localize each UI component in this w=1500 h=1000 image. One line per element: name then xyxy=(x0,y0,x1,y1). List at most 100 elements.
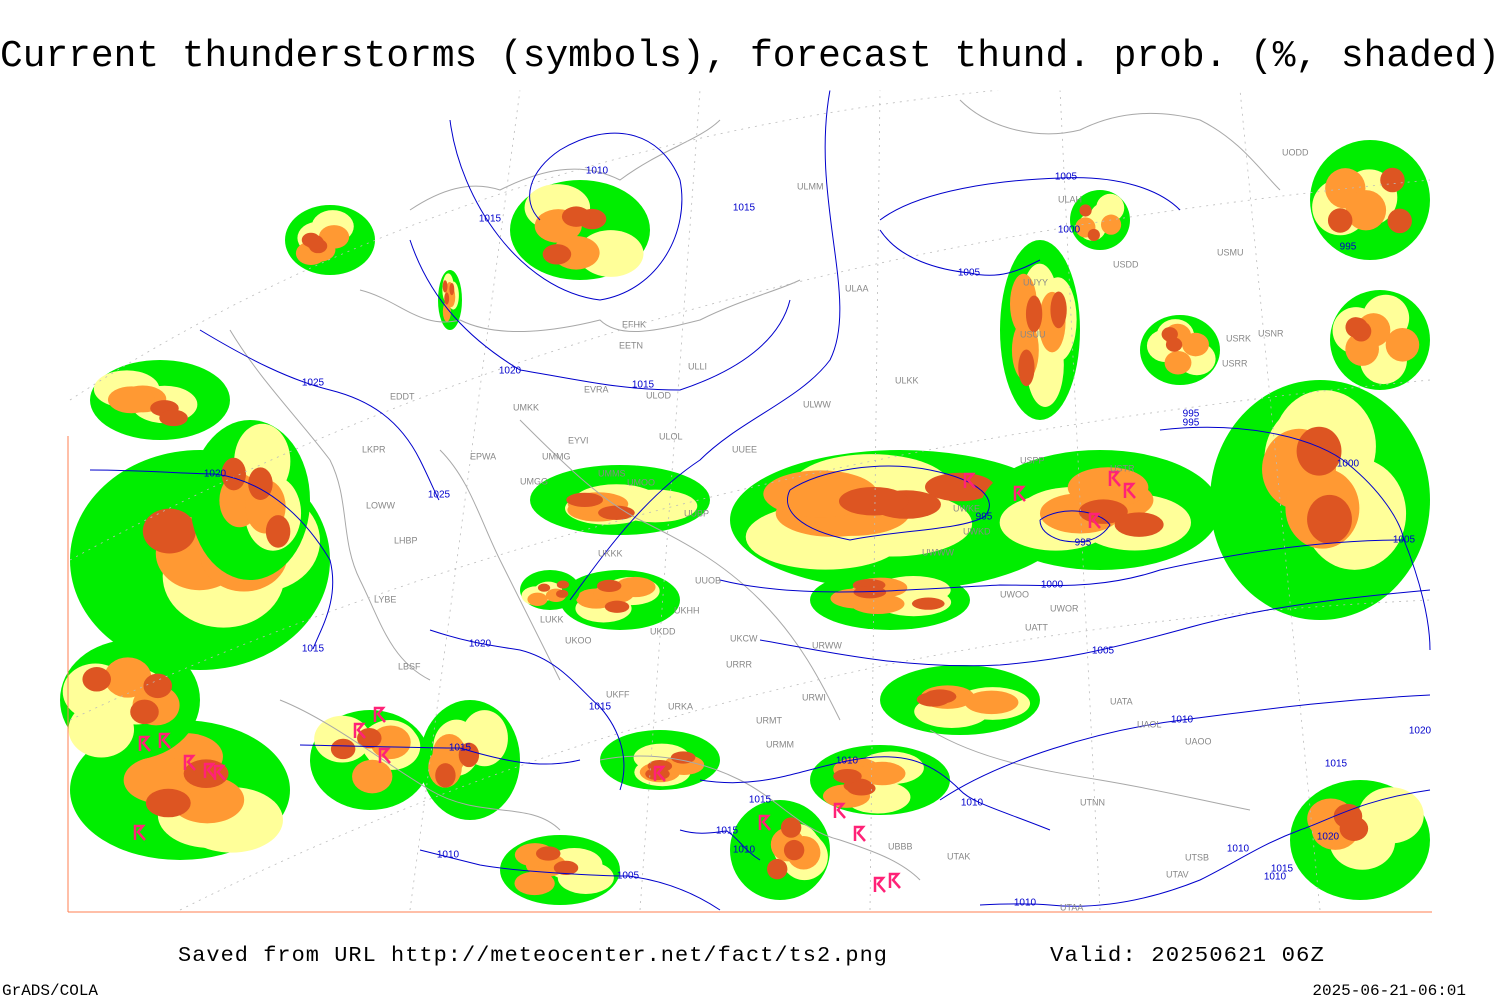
shading-blob xyxy=(1345,332,1379,366)
isobar-label: 1010 xyxy=(1171,715,1194,726)
station-label: UKOO xyxy=(565,635,592,645)
shading-blob xyxy=(561,206,591,227)
station-label: UMOO xyxy=(627,477,655,487)
shading-blob xyxy=(1182,332,1209,357)
isobar-label: 1020 xyxy=(1317,832,1340,843)
thunderstorm-symbol xyxy=(853,825,866,842)
station-label: URRR xyxy=(726,659,752,669)
shading-blob xyxy=(566,492,604,508)
station-label: EDDT xyxy=(390,391,415,401)
station-label: ULAH xyxy=(1058,194,1082,204)
shading-blob xyxy=(527,592,548,607)
shading-blob xyxy=(305,234,324,250)
isobar-label: 1020 xyxy=(469,639,492,650)
station-label: URMT xyxy=(756,715,782,725)
shading-blob xyxy=(1347,317,1369,339)
shading-blob xyxy=(536,846,561,861)
shading-blob xyxy=(104,657,152,698)
isobar-label: 1010 xyxy=(733,845,756,856)
shading-blob xyxy=(542,244,572,265)
station-label: UAOO xyxy=(1185,736,1212,746)
station-label: EETN xyxy=(619,340,643,350)
shading-blob xyxy=(130,699,159,725)
shading-blob xyxy=(670,751,696,764)
shading-blob xyxy=(1100,214,1122,235)
station-label: UTNN xyxy=(1080,797,1105,807)
isobar-label: 995 xyxy=(1183,418,1200,429)
thunderstorm-symbol xyxy=(653,765,666,782)
station-label: ULLI xyxy=(688,361,707,371)
thunderstorm-symbol xyxy=(378,747,391,764)
shading-blob xyxy=(432,734,467,775)
isobar-label: 1020 xyxy=(1409,726,1432,737)
station-label: UTAK xyxy=(947,851,970,861)
station-label: UMGG xyxy=(520,476,548,486)
station-label: EYVI xyxy=(568,435,589,445)
station-label: UKFF xyxy=(606,689,630,699)
thunderstorm-symbol xyxy=(1088,512,1101,529)
station-label: LKPR xyxy=(362,444,386,454)
station-label: UTSB xyxy=(1185,852,1209,862)
shading-blob xyxy=(248,467,273,500)
station-label: LOWW xyxy=(366,500,396,510)
station-label: URWW xyxy=(812,640,842,650)
isobar-label: 1005 xyxy=(617,871,640,882)
shading-blob xyxy=(1307,494,1352,544)
station-label: UTAA xyxy=(1060,902,1083,912)
graticule xyxy=(69,89,1431,911)
station-label: USDD xyxy=(1113,259,1139,269)
station-label: ULKK xyxy=(895,375,919,385)
isobar-label: 1015 xyxy=(1271,864,1294,875)
credit: GrADS/COLA xyxy=(2,982,98,1000)
thunderstorm-symbol xyxy=(833,802,846,819)
station-label: LUKK xyxy=(540,614,564,624)
thunderstorm-symbol xyxy=(373,706,386,723)
isobar-labels: 1010101510151005100010059951025102010159… xyxy=(204,166,1432,909)
isobar-label: 1005 xyxy=(958,268,981,279)
station-label: UTAV xyxy=(1166,869,1189,879)
isobar-label: 1020 xyxy=(204,469,227,480)
isobar-label: 1015 xyxy=(632,380,655,391)
shading-blob xyxy=(1050,291,1067,329)
isobar-label: 1010 xyxy=(836,756,859,767)
thunderstorm-symbol xyxy=(1013,485,1026,502)
shading-blob xyxy=(925,472,995,502)
shading-blob xyxy=(1078,499,1128,524)
isobar-label: 1005 xyxy=(1092,646,1115,657)
shading-blob xyxy=(596,579,622,592)
shading-blob xyxy=(1165,337,1183,352)
station-label: UWWW xyxy=(922,547,954,557)
shading-blob xyxy=(221,457,246,491)
thunderstorm-symbol xyxy=(183,754,196,771)
station-label: URWI xyxy=(802,692,826,702)
isobar-label: 1015 xyxy=(589,702,612,713)
thunderstorm-symbol xyxy=(133,824,146,841)
shading-blob xyxy=(780,817,802,838)
shading-blob xyxy=(1164,350,1192,375)
shading-blob xyxy=(537,583,551,592)
shading-blob xyxy=(1079,204,1092,217)
shading-blob xyxy=(435,763,456,788)
isobar-label: 1010 xyxy=(961,798,984,809)
thunderstorm-symbol xyxy=(873,876,886,893)
station-label: UWKD xyxy=(963,526,991,536)
station-label: ULAA xyxy=(845,283,869,293)
station-label: USPP xyxy=(1020,455,1045,465)
thunderstorm-symbol xyxy=(203,762,216,779)
station-label: EPWA xyxy=(470,451,496,461)
thunderstorm-symbol xyxy=(758,814,771,831)
station-labels: ULMM ULAA EFHK EETN EVRA ULOD ULLI ULWW ULOL EYVI… xyxy=(362,147,1309,912)
valid-time: Valid: 20250621 06Z xyxy=(1050,945,1325,968)
station-label: UWOO xyxy=(1000,589,1029,599)
isobar-label: 1010 xyxy=(1014,898,1037,909)
station-label: USNR xyxy=(1258,328,1284,338)
shading-blob xyxy=(604,600,630,613)
shading-blob xyxy=(1096,193,1125,222)
isobar-label: 1020 xyxy=(499,366,522,377)
isobar-label: 1010 xyxy=(1264,872,1287,883)
isobar-label: 1005 xyxy=(1393,535,1416,546)
isobar-label: 1015 xyxy=(449,743,472,754)
station-label: LHBP xyxy=(394,535,418,545)
station-label: UATT xyxy=(1025,622,1048,632)
